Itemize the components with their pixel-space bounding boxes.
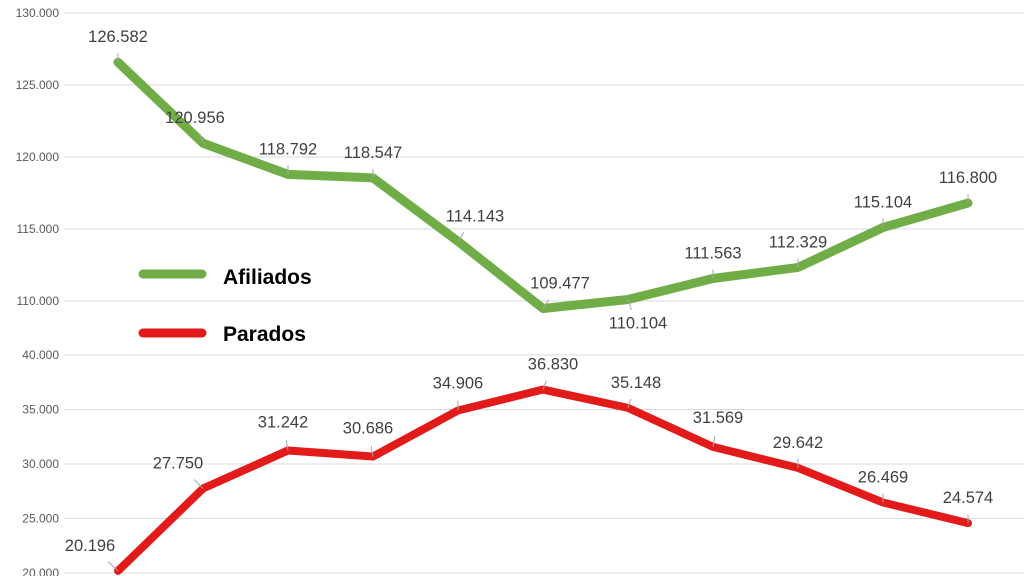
data-label-leader: [199, 134, 204, 144]
y-tick-label: 120.000: [16, 150, 60, 164]
y-tick-label: 115.000: [17, 222, 60, 236]
data-label: 30.686: [343, 420, 393, 438]
series-lines: [113, 57, 973, 575]
data-label: 111.563: [684, 244, 741, 262]
data-label-leader: [107, 561, 119, 572]
y-tick-label: 110.000: [17, 294, 60, 308]
series-line-parados: [114, 385, 972, 575]
y-tick-label: 20.000: [22, 566, 59, 576]
data-label-leader: [457, 232, 465, 242]
data-label: 31.242: [258, 413, 308, 431]
data-label: 26.469: [858, 468, 908, 486]
data-label: 112.329: [769, 233, 827, 251]
gridlines: [64, 12, 1024, 574]
data-label: 126.582: [88, 28, 148, 46]
data-label: 29.642: [773, 434, 823, 452]
data-label: 34.906: [433, 375, 483, 393]
data-label: 120.956: [165, 109, 225, 127]
data-label: 109.477: [530, 275, 590, 293]
legend-label-parados: Parados: [223, 323, 306, 346]
data-label: 118.792: [259, 140, 317, 158]
data-label: 24.574: [943, 489, 993, 507]
data-label: 31.569: [693, 409, 743, 427]
data-label-leader: [542, 299, 550, 309]
data-label: 36.830: [528, 356, 578, 374]
data-label-leader: [712, 436, 716, 447]
y-tick-label: 40.000: [22, 348, 59, 362]
y-axis-ticks: 110.000 115.000 120.000 125.000 130.000 20.00…: [16, 6, 60, 576]
data-label-leader: [627, 299, 632, 311]
data-label-leader: [370, 446, 374, 457]
data-label-leader: [285, 440, 289, 451]
data-label-leader: [193, 479, 204, 489]
data-label-leader: [542, 380, 547, 390]
data-label: 118.547: [344, 144, 402, 162]
legend-label-afiliados: Afiliados: [223, 266, 312, 289]
data-labels: 126.582 120.956 118.792 118.547 114.143 109.4…: [65, 28, 997, 572]
y-tick-label: 130.000: [16, 6, 60, 20]
y-tick-label: 30.000: [22, 457, 59, 471]
data-label: 35.148: [611, 374, 661, 392]
data-label: 110.104: [609, 315, 667, 333]
y-tick-label: 25.000: [22, 512, 59, 526]
legend: Afiliados Parados: [138, 266, 312, 346]
data-label: 114.143: [446, 207, 504, 225]
y-tick-label: 35.000: [22, 403, 59, 417]
data-label: 20.196: [65, 537, 115, 555]
data-label: 27.750: [153, 455, 203, 473]
data-label: 116.800: [939, 169, 997, 187]
data-label-leader: [627, 398, 632, 409]
y-tick-label: 125.000: [16, 78, 60, 92]
data-label: 115.104: [854, 194, 912, 212]
